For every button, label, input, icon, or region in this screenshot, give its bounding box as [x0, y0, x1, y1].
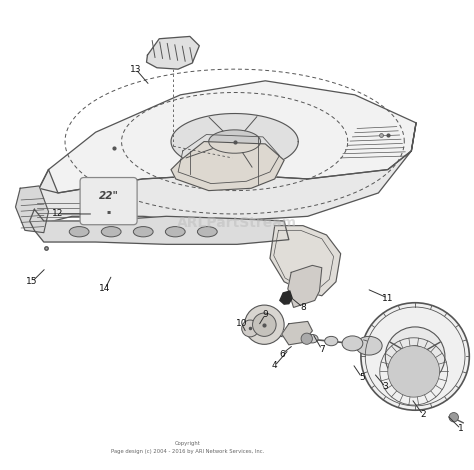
- Text: 7: 7: [319, 345, 325, 354]
- FancyBboxPatch shape: [80, 178, 137, 225]
- Circle shape: [361, 303, 469, 410]
- Polygon shape: [282, 321, 312, 345]
- Text: 12: 12: [52, 210, 64, 219]
- Polygon shape: [270, 226, 341, 296]
- Text: 13: 13: [130, 65, 141, 74]
- Text: 15: 15: [26, 277, 38, 286]
- Polygon shape: [146, 37, 199, 69]
- Circle shape: [245, 305, 284, 345]
- Ellipse shape: [133, 227, 153, 237]
- Circle shape: [385, 327, 445, 386]
- Circle shape: [301, 333, 312, 345]
- Text: 3: 3: [383, 383, 388, 392]
- Polygon shape: [171, 114, 298, 170]
- Text: Copyright
Page design (c) 2004 - 2016 by ARI Network Services, Inc.: Copyright Page design (c) 2004 - 2016 by…: [111, 441, 264, 454]
- Text: 4: 4: [272, 361, 277, 370]
- Text: 1: 1: [458, 424, 464, 433]
- Ellipse shape: [101, 227, 121, 237]
- Polygon shape: [280, 291, 292, 304]
- Ellipse shape: [197, 227, 217, 237]
- Text: 5: 5: [359, 373, 365, 382]
- Text: 2: 2: [420, 410, 426, 419]
- Text: 9: 9: [263, 310, 268, 319]
- Text: 10: 10: [236, 319, 247, 328]
- Polygon shape: [171, 141, 284, 191]
- Ellipse shape: [307, 335, 318, 343]
- Ellipse shape: [356, 337, 382, 355]
- Text: ARLPartStream: ARLPartStream: [177, 216, 297, 230]
- Ellipse shape: [165, 227, 185, 237]
- Text: 22": 22": [99, 191, 118, 201]
- Circle shape: [242, 320, 259, 337]
- Text: 14: 14: [100, 284, 111, 293]
- Polygon shape: [25, 123, 416, 226]
- Circle shape: [253, 313, 276, 337]
- Circle shape: [388, 346, 439, 397]
- Text: 8: 8: [300, 303, 306, 312]
- Polygon shape: [209, 130, 261, 153]
- Ellipse shape: [325, 337, 338, 346]
- Ellipse shape: [69, 227, 89, 237]
- Polygon shape: [288, 266, 322, 307]
- Text: 6: 6: [279, 350, 285, 359]
- Polygon shape: [16, 186, 48, 233]
- Text: ▪: ▪: [107, 209, 111, 213]
- Ellipse shape: [342, 336, 363, 351]
- Polygon shape: [30, 209, 289, 244]
- Circle shape: [404, 346, 426, 367]
- Polygon shape: [39, 81, 416, 193]
- Circle shape: [449, 413, 458, 422]
- Text: 11: 11: [382, 294, 393, 303]
